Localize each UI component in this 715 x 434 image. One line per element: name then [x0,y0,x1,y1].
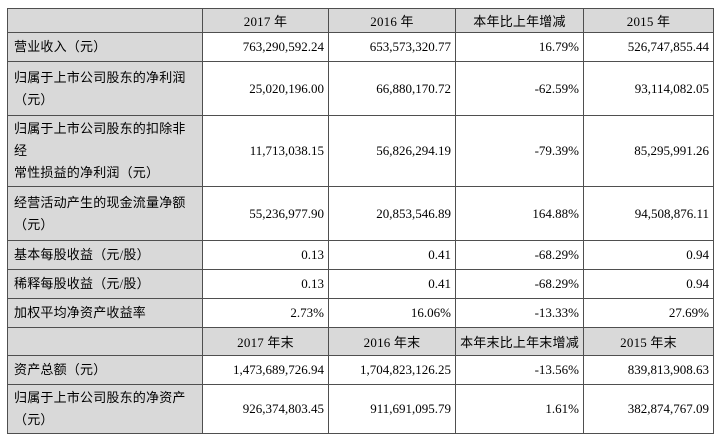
row-label: 归属于上市公司股东的净资产 （元） [7,384,203,434]
row-label: 营业收入（元） [7,32,203,62]
column-header-2016: 2016 年 [328,8,456,33]
value-cell: 0.41 [328,240,456,270]
value-cell: 526,747,855.44 [583,32,714,62]
row-label: 归属于上市公司股东的净利润 （元） [7,61,203,116]
column-header-yoy-change: 本年比上年增减 [455,8,584,33]
value-cell: 55,236,977.90 [202,186,329,241]
row-label: 资产总额（元） [7,355,203,385]
value-cell: 926,374,803.45 [202,384,329,434]
value-cell: 653,573,320.77 [328,32,456,62]
row-label: 经营活动产生的现金流量净额 （元） [7,186,203,241]
table-row-total-assets: 资产总额（元） 1,473,689,726.94 1,704,823,126.2… [7,355,714,385]
column-header-2017: 2017 年 [202,8,329,33]
value-cell: -13.33% [455,298,584,328]
value-cell: 0.94 [583,269,714,299]
year-end-period-header-row: 2017 年末 2016 年末 本年末比上年末增减 2015 年末 [7,327,714,356]
value-cell: 0.41 [328,269,456,299]
value-cell: 27.69% [583,298,714,328]
table-row-net-assets: 归属于上市公司股东的净资产 （元） 926,374,803.45 911,691… [7,384,714,434]
value-cell: -79.39% [455,115,584,187]
value-cell: 839,813,908.63 [583,355,714,385]
value-cell: 1,704,823,126.25 [328,355,456,385]
row-label: 稀释每股收益（元/股） [7,269,203,299]
column-header-2015-year-end: 2015 年末 [583,327,714,356]
key-financials-table: 2017 年 2016 年 本年比上年增减 2015 年 营业收入（元） 763… [7,8,714,434]
table-row-weighted-avg-roe: 加权平均净资产收益率 2.73% 16.06% -13.33% 27.69% [7,298,714,328]
column-header-2015: 2015 年 [583,8,714,33]
annual-period-header-row: 2017 年 2016 年 本年比上年增减 2015 年 [7,8,714,33]
value-cell: 382,874,767.09 [583,384,714,434]
corner-empty-cell [7,327,203,356]
value-cell: 20,853,546.89 [328,186,456,241]
value-cell: -68.29% [455,240,584,270]
column-header-2016-year-end: 2016 年末 [328,327,456,356]
value-cell: 11,713,038.15 [202,115,329,187]
value-cell: 0.94 [583,240,714,270]
row-label: 加权平均净资产收益率 [7,298,203,328]
value-cell: -13.56% [455,355,584,385]
table-row-net-profit: 归属于上市公司股东的净利润 （元） 25,020,196.00 66,880,1… [7,61,714,116]
table-row-basic-eps: 基本每股收益（元/股） 0.13 0.41 -68.29% 0.94 [7,240,714,270]
value-cell: 2.73% [202,298,329,328]
value-cell: 25,020,196.00 [202,61,329,116]
value-cell: 94,508,876.11 [583,186,714,241]
table-row-net-profit-excl-nonrecurring: 归属于上市公司股东的扣除非经 常性损益的净利润（元） 11,713,038.15… [7,115,714,187]
value-cell: 16.06% [328,298,456,328]
value-cell: 1,473,689,726.94 [202,355,329,385]
table-row-diluted-eps: 稀释每股收益（元/股） 0.13 0.41 -68.29% 0.94 [7,269,714,299]
value-cell: 0.13 [202,269,329,299]
value-cell: 911,691,095.79 [328,384,456,434]
value-cell: 164.88% [455,186,584,241]
column-header-year-end-change: 本年末比上年末增减 [455,327,584,356]
value-cell: 0.13 [202,240,329,270]
value-cell: 16.79% [455,32,584,62]
value-cell: 66,880,170.72 [328,61,456,116]
value-cell: -68.29% [455,269,584,299]
table-row-operating-cash-flow: 经营活动产生的现金流量净额 （元） 55,236,977.90 20,853,5… [7,186,714,241]
row-label: 基本每股收益（元/股） [7,240,203,270]
table-row-revenue: 营业收入（元） 763,290,592.24 653,573,320.77 16… [7,32,714,62]
value-cell: -62.59% [455,61,584,116]
column-header-2017-year-end: 2017 年末 [202,327,329,356]
value-cell: 56,826,294.19 [328,115,456,187]
value-cell: 1.61% [455,384,584,434]
value-cell: 85,295,991.26 [583,115,714,187]
row-label: 归属于上市公司股东的扣除非经 常性损益的净利润（元） [7,115,203,187]
value-cell: 93,114,082.05 [583,61,714,116]
corner-empty-cell [7,8,203,33]
value-cell: 763,290,592.24 [202,32,329,62]
